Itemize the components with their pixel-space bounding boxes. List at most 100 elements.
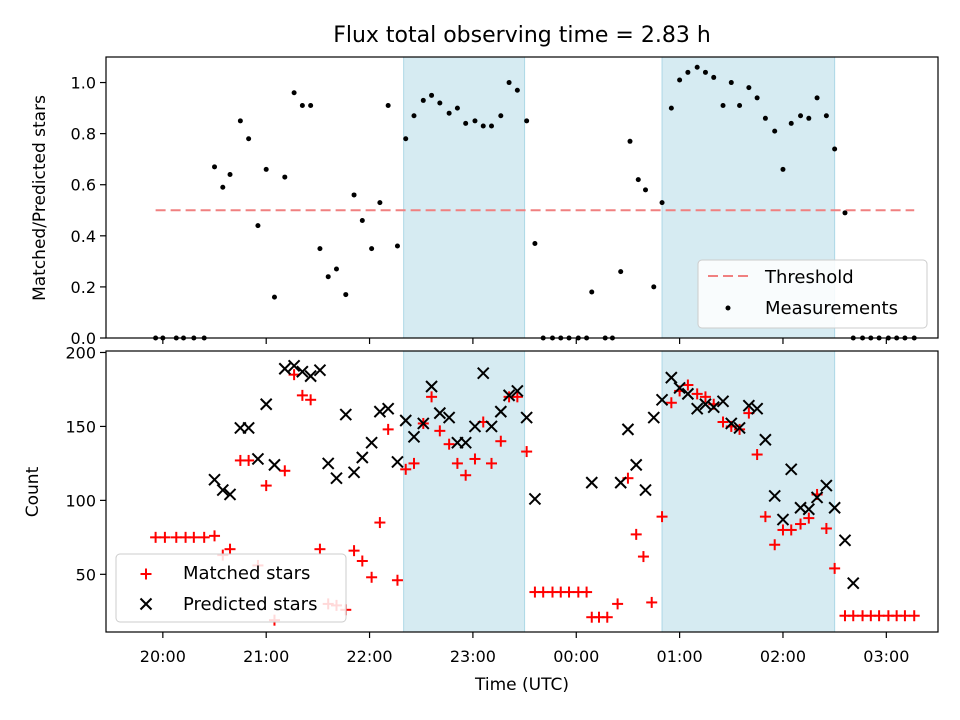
measurement-point <box>806 115 812 121</box>
measurement-point <box>308 103 314 109</box>
measurement-point <box>271 294 277 300</box>
marker-stroke <box>759 433 772 446</box>
marker-stroke <box>268 458 281 472</box>
measurement-point <box>746 85 752 91</box>
legend-predicted-swatch <box>139 597 153 611</box>
matched-star-point <box>296 389 308 401</box>
predicted-star-point <box>528 492 542 506</box>
measurement-point <box>227 172 233 178</box>
marker-stroke <box>707 400 720 414</box>
predicted-star-point <box>304 369 317 383</box>
predicted-star-point <box>750 402 764 415</box>
measurement-point <box>711 74 717 80</box>
marker-stroke <box>511 384 524 398</box>
marker-stroke <box>639 483 652 497</box>
predicted-star-point <box>477 366 490 380</box>
matched-star-point <box>209 530 221 542</box>
marker-stroke <box>278 362 292 375</box>
predicted-star-point <box>838 534 852 547</box>
predicted-star-point <box>459 436 472 449</box>
legend-matched-label: Matched stars <box>183 563 310 584</box>
matched-star-point <box>699 391 711 403</box>
marker-stroke <box>665 371 678 384</box>
matched-star-point <box>899 610 911 622</box>
marker-stroke <box>699 398 712 411</box>
bottom-x-ticks: 20:00 21:00 22:00 23:00 00:00 01:00 02:00 03:00 <box>140 632 909 666</box>
measurement-point <box>325 274 331 280</box>
measurement-point <box>498 113 504 119</box>
predicted-star-point <box>373 405 387 418</box>
matched-star-point <box>511 391 523 403</box>
matched-star-point <box>637 551 649 563</box>
measurement-point <box>420 97 426 103</box>
measurement-point <box>514 87 520 93</box>
measurement-point <box>618 269 624 275</box>
top-x-ticks <box>162 338 887 344</box>
matched-star-point <box>656 511 668 523</box>
measurement-point <box>677 77 683 83</box>
predicted-star-point <box>287 359 301 372</box>
marker-stroke <box>347 466 361 479</box>
y-tick-label: 0.0 <box>71 329 96 348</box>
marker-stroke <box>847 576 860 590</box>
marker-stroke <box>322 457 335 470</box>
predicted-star-point <box>639 483 652 497</box>
predicted-star-point <box>381 402 395 415</box>
x-tick-label: 00:00 <box>553 647 599 666</box>
bottom-y-axis-label: Count <box>23 466 43 517</box>
predicted-stars-points <box>208 359 860 590</box>
x-tick-label: 21:00 <box>243 647 289 666</box>
predicted-star-point <box>468 420 482 433</box>
y-tick-label: 0.6 <box>71 176 96 195</box>
matched-star-point <box>820 522 832 534</box>
measurement-point <box>472 118 478 124</box>
predicted-star-point <box>216 483 229 497</box>
legend-threshold-label: Threshold <box>764 267 854 288</box>
bottom-panel-frame <box>105 350 939 633</box>
marker-stroke <box>259 398 273 411</box>
marker-stroke <box>468 420 482 433</box>
marker-stroke <box>621 423 635 436</box>
marker-stroke <box>216 483 229 497</box>
marker-stroke <box>381 402 395 415</box>
legend-matched-marker <box>140 568 152 580</box>
matched-star-point <box>170 531 182 543</box>
legend-top-box <box>697 259 928 329</box>
marker-stroke <box>681 387 695 401</box>
marker-stroke <box>520 411 533 424</box>
measurement-point <box>702 69 708 75</box>
matched-star-point <box>314 543 326 555</box>
measurement-point <box>299 103 305 109</box>
predicted-star-point <box>614 476 627 489</box>
predicted-star-point <box>665 371 678 384</box>
y-tick-label: 1.0 <box>71 74 96 93</box>
measurement-point <box>463 120 469 126</box>
measurement-point <box>480 123 486 129</box>
measurement-point <box>842 210 848 216</box>
predicted-star-point <box>828 501 841 514</box>
measurement-point <box>524 118 530 124</box>
predicted-star-point <box>407 430 421 443</box>
measurement-point <box>728 80 734 86</box>
matched-star-point <box>460 469 472 481</box>
marker-stroke <box>502 389 516 402</box>
measurement-point <box>454 105 460 111</box>
predicted-star-point <box>655 393 669 407</box>
matched-star-point <box>279 465 291 477</box>
marker-stroke <box>139 597 153 611</box>
measurement-point <box>532 240 538 246</box>
matched-star-point <box>769 539 781 551</box>
predicted-star-point <box>442 411 456 424</box>
measurement-point <box>489 123 495 129</box>
matched-star-point <box>348 545 360 557</box>
predicted-star-point <box>356 451 369 464</box>
measurement-point <box>359 217 365 223</box>
measurement-point <box>635 177 641 183</box>
measurement-point <box>720 103 726 109</box>
legend-top: Threshold Measurements <box>697 259 928 329</box>
predicted-star-point <box>776 513 790 526</box>
y-tick-label: 0.8 <box>71 125 96 144</box>
predicted-star-point <box>313 364 327 377</box>
measurement-point <box>772 128 778 134</box>
matched-star-point <box>691 388 703 400</box>
